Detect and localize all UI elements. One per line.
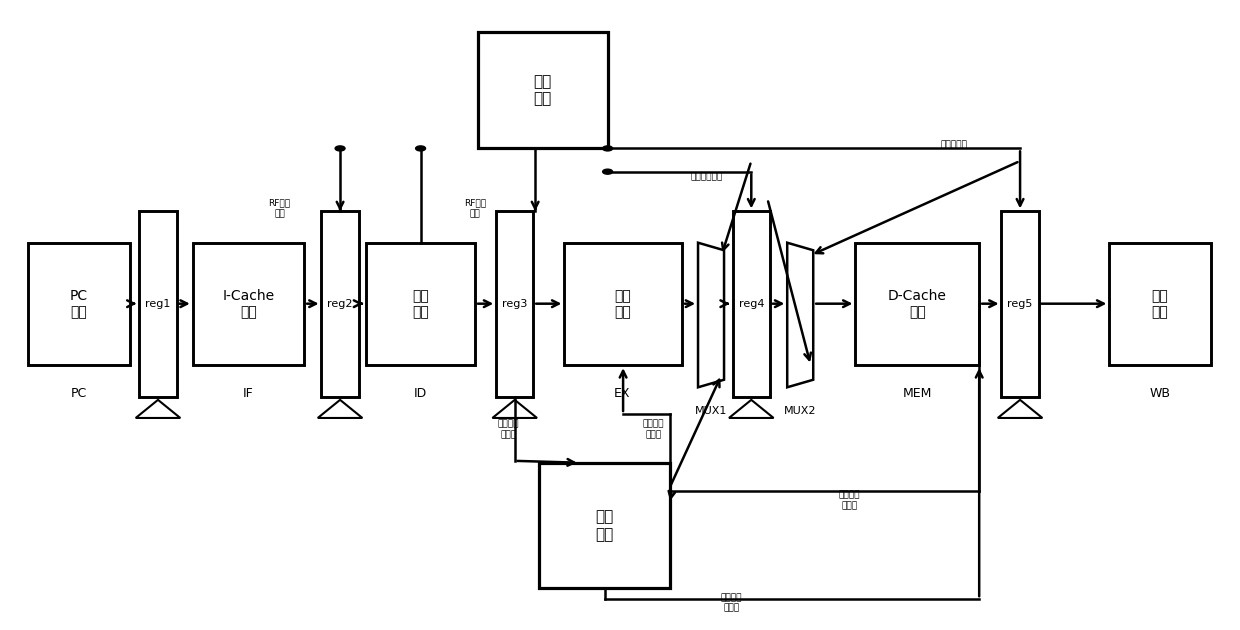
Text: 加速器访
问请求: 加速器访 问请求 <box>497 420 520 439</box>
FancyBboxPatch shape <box>496 211 533 397</box>
Text: EX: EX <box>614 387 631 400</box>
Text: 加速器访
问应答: 加速器访 问应答 <box>642 420 665 439</box>
FancyBboxPatch shape <box>192 243 304 365</box>
Text: 存储器访
问请求: 存储器访 问请求 <box>838 491 859 510</box>
Text: RF访问
应答: RF访问 应答 <box>268 198 290 218</box>
Text: MUX2: MUX2 <box>784 406 816 416</box>
FancyBboxPatch shape <box>733 211 770 397</box>
Text: 流水线暂停: 流水线暂停 <box>941 140 968 150</box>
Text: MEM: MEM <box>903 387 932 400</box>
FancyBboxPatch shape <box>564 243 682 365</box>
Circle shape <box>603 169 613 174</box>
Text: reg4: reg4 <box>739 299 764 309</box>
Text: 相关
检测: 相关 检测 <box>533 74 552 106</box>
Text: 加速指令标识: 加速指令标识 <box>691 172 723 181</box>
Text: 加速
引擎: 加速 引擎 <box>595 510 614 542</box>
FancyBboxPatch shape <box>1002 211 1039 397</box>
Text: reg5: reg5 <box>1007 299 1033 309</box>
FancyBboxPatch shape <box>139 211 176 397</box>
FancyBboxPatch shape <box>539 462 670 588</box>
Text: 运算
执行: 运算 执行 <box>615 289 631 319</box>
Circle shape <box>335 146 345 151</box>
FancyBboxPatch shape <box>366 243 475 365</box>
FancyBboxPatch shape <box>1110 243 1210 365</box>
Text: PC
产生: PC 产生 <box>69 289 88 319</box>
Text: PC: PC <box>71 387 87 400</box>
Circle shape <box>603 146 613 151</box>
FancyBboxPatch shape <box>29 243 129 365</box>
Polygon shape <box>698 243 724 387</box>
Text: reg3: reg3 <box>502 299 527 309</box>
Text: 写回
提交: 写回 提交 <box>1152 289 1168 319</box>
Text: RF访问
请求: RF访问 请求 <box>464 198 486 218</box>
Text: 存储器访
问应答: 存储器访 问应答 <box>720 593 743 612</box>
Text: reg2: reg2 <box>327 299 353 309</box>
FancyBboxPatch shape <box>477 32 608 149</box>
Circle shape <box>415 146 425 151</box>
Text: reg1: reg1 <box>145 299 171 309</box>
Text: D-Cache
访问: D-Cache 访问 <box>888 289 946 319</box>
Polygon shape <box>787 243 813 387</box>
FancyBboxPatch shape <box>321 211 358 397</box>
Text: I-Cache
访问: I-Cache 访问 <box>222 289 274 319</box>
Text: IF: IF <box>243 387 254 400</box>
Text: 指令
译码: 指令 译码 <box>412 289 429 319</box>
FancyBboxPatch shape <box>856 243 980 365</box>
Text: MUX1: MUX1 <box>694 406 727 416</box>
Text: WB: WB <box>1149 387 1171 400</box>
Text: ID: ID <box>414 387 428 400</box>
